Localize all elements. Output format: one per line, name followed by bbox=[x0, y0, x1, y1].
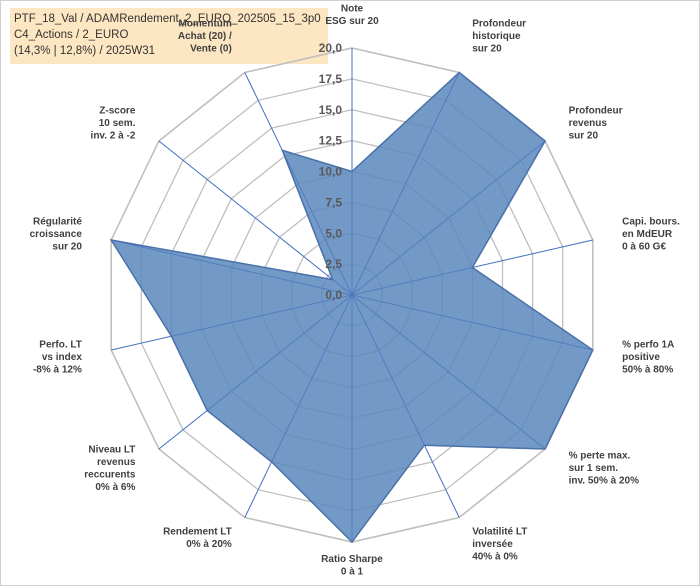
axis-label-line: reccurents bbox=[84, 470, 136, 481]
axis-spoke-overlay bbox=[351, 294, 546, 450]
axis-label-line: Capi. bours. bbox=[622, 216, 680, 227]
axis-label-line: revenus bbox=[569, 118, 608, 129]
axis-spoke-overlay bbox=[158, 294, 353, 450]
axis-spoke-overlay bbox=[111, 294, 353, 351]
axis-label-line: ESG sur 20 bbox=[325, 16, 379, 27]
axis-label-line: Niveau LT bbox=[88, 445, 135, 456]
axis-label-line: % perte max. bbox=[569, 451, 631, 462]
axis-label-line: Ratio Sharpe bbox=[321, 554, 383, 565]
axis-label-line: inv. 50% à 20% bbox=[569, 476, 640, 487]
axis-label-line: -8% à 12% bbox=[33, 365, 82, 376]
axis-label-line: Vente (0) bbox=[190, 43, 232, 54]
axis-label-line: sur 1 sem. bbox=[569, 463, 619, 474]
axis-label-line: vs index bbox=[42, 352, 82, 363]
axis-spoke-overlay bbox=[244, 72, 353, 296]
axis-spoke-overlay bbox=[351, 294, 460, 518]
performance-week: (14,3% | 12,8%) / 2025W31 bbox=[14, 45, 156, 57]
radar-data bbox=[109, 48, 594, 544]
axis-label-group: % perte max.sur 1 sem. inv. 50% à 20% bbox=[569, 451, 640, 487]
axis-label-line: 10 sem. bbox=[99, 118, 136, 129]
axis-label-line: en MdEUR bbox=[622, 229, 673, 240]
axis-label-line: Profondeur bbox=[472, 18, 526, 29]
axis-label-line: Achat (20) / bbox=[178, 31, 232, 42]
axis-label-line: 50% à 80% bbox=[622, 365, 673, 376]
axis-spoke-overlay bbox=[244, 294, 353, 518]
axis-label-line: Régularité bbox=[33, 216, 82, 227]
axis-label-line: revenus bbox=[97, 457, 136, 468]
axis-spoke-overlay bbox=[158, 140, 353, 296]
axis-label-line: inversée bbox=[472, 539, 513, 550]
tick-label: 12,5 bbox=[319, 134, 343, 148]
portfolio-info-box: PTF_18_Val / ADAMRendement_2_EURO_202505… bbox=[10, 8, 328, 64]
axis-label-group: Momentum Achat (20) /Vente (0) bbox=[178, 18, 232, 54]
axis-label-line: sur 20 bbox=[52, 241, 82, 252]
axis-label-line: Volatilité LT bbox=[472, 527, 527, 538]
radial-ticks: 0,0 2,5 5,0 7,5 10,0 12,5 15,0 17,5 20,0 bbox=[319, 41, 343, 302]
axis-label-line: sur 20 bbox=[472, 43, 502, 54]
tick-label: 5,0 bbox=[325, 226, 342, 240]
axis-label-line: inv. 2 à -2 bbox=[91, 130, 136, 141]
tick-label: 15,0 bbox=[319, 103, 343, 117]
tick-label: 20,0 bbox=[319, 41, 343, 55]
axis-label-line: 0% à 6% bbox=[95, 482, 135, 493]
tick-label: 2,5 bbox=[325, 257, 342, 271]
axis-label-line: 0% à 20% bbox=[186, 539, 232, 550]
axis-spoke-overlay bbox=[351, 72, 460, 296]
axis-label-line: 0 à 60 G€ bbox=[622, 241, 666, 252]
axis-spoke-overlay bbox=[351, 294, 593, 351]
axis-spoke-overlay bbox=[351, 239, 593, 296]
axis-label-line: % perfo 1A bbox=[622, 340, 674, 351]
axis-label-line: Momentum bbox=[178, 18, 231, 29]
axis-label-line: croissance bbox=[30, 229, 83, 240]
axis-spoke-overlay bbox=[111, 239, 353, 296]
axis-label-line: historique bbox=[472, 31, 521, 42]
tick-label: 0,0 bbox=[325, 288, 342, 302]
tick-label: 7,5 bbox=[325, 195, 342, 209]
axis-label-group: Z-score 10 sem.inv. 2 à -2 bbox=[91, 105, 136, 141]
axis-label-line: Profondeur bbox=[569, 105, 623, 116]
axis-label-line: Perfo. LT bbox=[39, 340, 82, 351]
axis-label-line: 0 à 1 bbox=[341, 567, 364, 578]
tick-label: 17,5 bbox=[319, 72, 343, 86]
axis-label-group: Rendement LT0% à 20% bbox=[163, 527, 232, 551]
axis-label-line: sur 20 bbox=[569, 130, 599, 141]
tick-label: 10,0 bbox=[319, 165, 343, 179]
axis-label-line: 40% à 0% bbox=[472, 552, 518, 563]
axis-spoke-overlay bbox=[351, 140, 546, 296]
axis-label-line: Rendement LT bbox=[163, 527, 232, 538]
axis-label-line: Note bbox=[341, 4, 364, 15]
axis-label-line: positive bbox=[622, 352, 660, 363]
axis-label-line: Z-score bbox=[99, 105, 136, 116]
axis-label-group: Ratio Sharpe 0 à 1 bbox=[321, 554, 383, 578]
asset-class: C4_Actions / 2_EURO bbox=[14, 29, 129, 41]
portfolio-name: PTF_18_Val / ADAMRendement_2_EURO_202505… bbox=[14, 13, 321, 25]
